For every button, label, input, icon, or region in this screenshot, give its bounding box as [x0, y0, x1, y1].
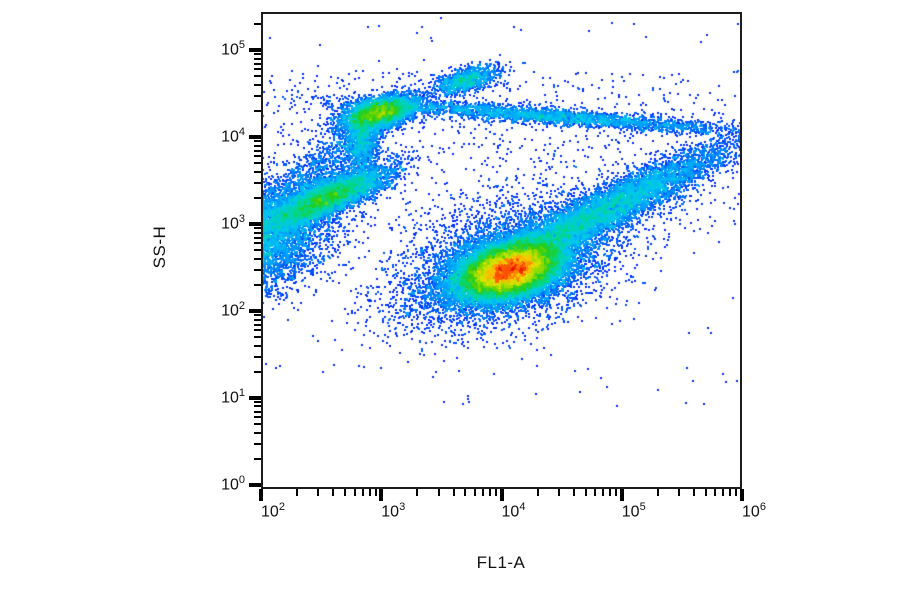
- axis-tick: [254, 53, 261, 56]
- axis-tick: [249, 309, 261, 314]
- axis-tick: [416, 489, 419, 496]
- axis-tick: [254, 162, 261, 165]
- axis-tick: [584, 489, 587, 496]
- axis-tick: [254, 336, 261, 339]
- axis-tick: [254, 329, 261, 332]
- x-tick-label: 104: [501, 501, 526, 521]
- axis-tick: [249, 135, 261, 140]
- axis-tick: [254, 140, 261, 143]
- axis-tick: [254, 323, 261, 326]
- y-tick-label: 104: [221, 126, 245, 146]
- y-tick-label: 105: [221, 39, 245, 59]
- axis-tick: [452, 489, 455, 496]
- axis-tick: [368, 489, 371, 496]
- y-tick-label: 102: [221, 300, 245, 320]
- axis-tick: [254, 355, 261, 358]
- axis-tick: [254, 236, 261, 239]
- axis-tick: [656, 489, 659, 496]
- axis-tick: [254, 344, 261, 347]
- axis-tick: [254, 431, 261, 434]
- axis-tick: [602, 489, 605, 496]
- axis-tick: [254, 318, 261, 321]
- axis-tick: [254, 227, 261, 230]
- x-tick-label: 102: [261, 501, 285, 521]
- axis-tick: [254, 109, 261, 112]
- axis-tick: [704, 489, 707, 496]
- axis-tick: [259, 489, 263, 501]
- axis-tick: [619, 489, 624, 501]
- axis-tick: [678, 489, 681, 496]
- x-tick-label: 103: [381, 501, 406, 521]
- axis-tick: [714, 489, 717, 496]
- axis-tick: [254, 149, 261, 152]
- axis-tick: [254, 257, 261, 260]
- axis-tick: [494, 489, 497, 496]
- density-scatter-canvas: [261, 12, 742, 489]
- axis-tick: [332, 489, 335, 496]
- axis-tick: [254, 423, 261, 426]
- axis-tick: [254, 242, 261, 245]
- axis-tick: [254, 83, 261, 86]
- y-tick-label: 101: [221, 387, 245, 407]
- axis-tick: [361, 489, 364, 496]
- axis-tick: [249, 222, 261, 227]
- axis-tick: [254, 401, 261, 404]
- axis-tick: [296, 489, 299, 496]
- x-axis-title: FL1-A: [476, 553, 526, 572]
- axis-tick: [254, 196, 261, 199]
- axis-tick: [488, 489, 491, 496]
- axis-tick: [249, 396, 261, 401]
- axis-tick: [254, 442, 261, 445]
- y-tick-label: 100: [221, 474, 245, 494]
- x-tick-label: 106: [742, 501, 766, 521]
- axis-tick: [254, 405, 261, 408]
- axis-tick: [722, 489, 725, 496]
- axis-tick: [254, 57, 261, 60]
- y-axis-title: SS-H: [150, 225, 169, 269]
- axis-tick: [249, 48, 261, 53]
- axis-tick: [473, 489, 476, 496]
- axis-tick: [557, 489, 560, 496]
- y-tick-label: 103: [221, 213, 245, 233]
- axis-tick: [254, 170, 261, 173]
- axis-tick: [254, 75, 261, 78]
- axis-tick: [254, 416, 261, 419]
- axis-tick: [615, 489, 618, 496]
- axis-tick: [254, 314, 261, 317]
- axis-tick: [254, 283, 261, 286]
- axis-tick: [249, 483, 261, 488]
- axis-tick: [254, 249, 261, 252]
- axis-tick: [572, 489, 575, 496]
- axis-tick: [344, 489, 347, 496]
- axis-tick: [254, 181, 261, 184]
- axis-tick: [254, 268, 261, 271]
- axis-tick: [254, 23, 261, 26]
- axis-tick: [609, 489, 612, 496]
- axis-tick: [379, 489, 384, 501]
- axis-tick: [536, 489, 539, 496]
- axis-tick: [374, 489, 377, 496]
- x-tick-label: 105: [621, 501, 646, 521]
- axis-tick: [594, 489, 597, 496]
- axis-tick: [693, 489, 696, 496]
- axis-tick: [437, 489, 440, 496]
- axis-tick: [254, 370, 261, 373]
- axis-tick: [464, 489, 467, 496]
- axis-tick: [729, 489, 732, 496]
- axis-tick: [481, 489, 484, 496]
- axis-tick: [254, 68, 261, 71]
- axis-tick: [353, 489, 356, 496]
- axis-tick: [317, 489, 320, 496]
- axis-tick: [499, 489, 504, 501]
- axis-tick: [254, 410, 261, 413]
- axis-tick: [254, 94, 261, 97]
- axis-tick: [254, 144, 261, 147]
- axis-tick: [254, 457, 261, 460]
- axis-tick: [254, 62, 261, 65]
- axis-tick: [254, 231, 261, 234]
- axis-tick: [740, 489, 744, 501]
- axis-tick: [254, 155, 261, 158]
- axis-tick: [735, 489, 738, 496]
